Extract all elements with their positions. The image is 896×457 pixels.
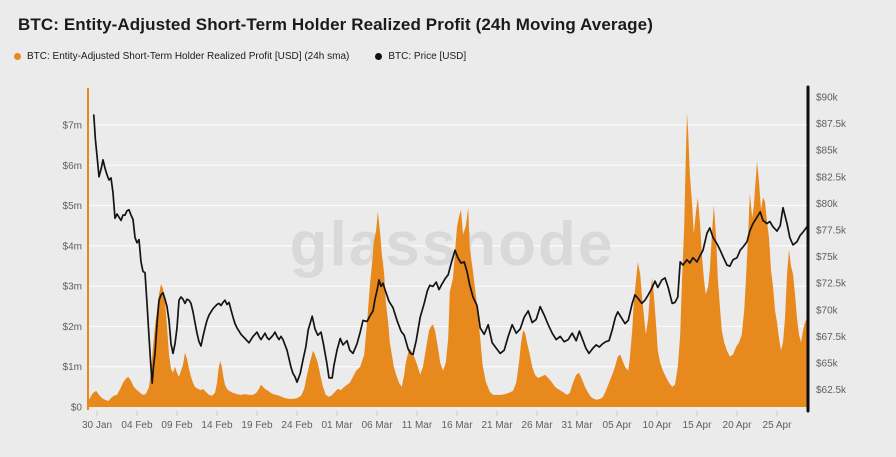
x-tick-label: 11 Mar <box>402 420 433 431</box>
y-left-tick-label: $1m <box>63 362 82 373</box>
x-tick-label: 05 Apr <box>603 420 633 431</box>
profit-area-series <box>88 112 809 408</box>
x-tick-label: 20 Apr <box>723 420 753 431</box>
left-axis-labels: $0 $1m $2m $3m $4m $5m $6m $7m <box>63 121 83 414</box>
y-right-tick-label: $72.5k <box>816 279 847 290</box>
legend-item-price[interactable]: BTC: Price [USD] <box>375 51 466 62</box>
y-right-tick-label: $70k <box>816 305 839 316</box>
x-tick-label: 04 Feb <box>121 420 153 431</box>
x-tick-label: 15 Apr <box>683 420 713 431</box>
x-tick-label: 21 Mar <box>481 420 513 431</box>
x-tick-label: 30 Jan <box>82 420 112 431</box>
x-tick-label: 26 Mar <box>521 420 553 431</box>
y-left-tick-label: $0 <box>71 403 83 414</box>
x-tick-label: 14 Feb <box>201 420 233 431</box>
axis-lines <box>87 85 810 413</box>
page-title: BTC: Entity-Adjusted Short-Term Holder R… <box>18 15 653 34</box>
y-right-tick-label: $75k <box>816 252 839 263</box>
legend-label-realized-profit: BTC: Entity-Adjusted Short-Term Holder R… <box>27 51 350 62</box>
y-right-tick-label: $67.5k <box>816 332 847 343</box>
legend-dot-black-icon <box>375 53 383 60</box>
price-line-path <box>92 114 808 385</box>
legend-label-price: BTC: Price [USD] <box>388 51 467 62</box>
watermark-glassnode: glassnode <box>290 210 615 279</box>
y-left-tick-label: $7m <box>63 121 82 132</box>
x-tick-label: 16 Mar <box>441 420 473 431</box>
x-tick-label: 06 Mar <box>361 420 393 431</box>
x-axis-ticks-and-labels: 30 Jan 04 Feb 09 Feb 14 Feb 19 Feb 24 Feb 01 M… <box>82 411 792 431</box>
right-axis-labels: $62.5k $65k $67.5k $70k $72.5k $75k $77.5k $80k… <box>816 93 847 397</box>
legend-dot-orange-icon <box>14 53 21 60</box>
x-tick-label: 25 Apr <box>763 420 793 431</box>
y-right-tick-label: $82.5k <box>816 172 847 183</box>
y-left-tick-label: $6m <box>63 161 82 172</box>
x-tick-label: 19 Feb <box>241 420 273 431</box>
y-left-tick-label: $5m <box>63 201 82 212</box>
y-right-tick-label: $90k <box>816 93 839 104</box>
y-right-tick-label: $80k <box>816 199 839 210</box>
price-line-series <box>92 114 808 385</box>
y-right-tick-label: $65k <box>816 359 839 370</box>
x-tick-label: 01 Mar <box>321 420 353 431</box>
chart-legend: BTC: Entity-Adjusted Short-Term Holder R… <box>14 51 466 62</box>
y-left-tick-label: $2m <box>63 322 82 333</box>
y-right-tick-label: $62.5k <box>816 385 847 396</box>
x-tick-label: 31 Mar <box>561 420 593 431</box>
y-right-tick-label: $77.5k <box>816 226 847 237</box>
x-tick-label: 24 Feb <box>281 420 313 431</box>
y-right-tick-label: $87.5k <box>816 119 847 130</box>
y-right-tick-label: $85k <box>816 146 839 157</box>
profit-area-path <box>88 112 809 408</box>
x-tick-label: 09 Feb <box>161 420 193 431</box>
legend-item-realized-profit[interactable]: BTC: Entity-Adjusted Short-Term Holder R… <box>14 51 349 62</box>
x-tick-label: 10 Apr <box>643 420 673 431</box>
y-left-tick-label: $3m <box>63 282 82 293</box>
y-left-tick-label: $4m <box>63 241 82 252</box>
